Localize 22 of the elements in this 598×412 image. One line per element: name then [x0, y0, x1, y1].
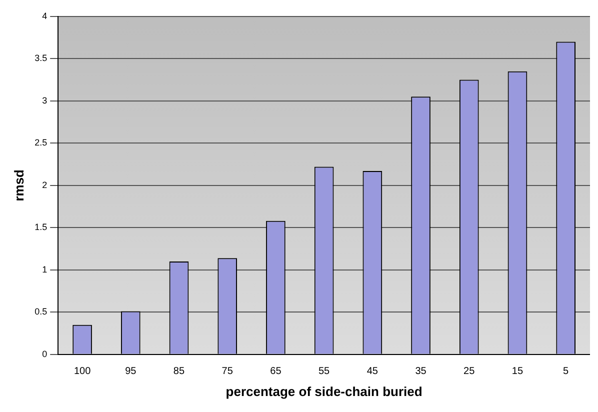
- x-tick-label: 5: [563, 366, 570, 378]
- y-tick-label: 4: [42, 10, 48, 21]
- y-tick-label: 1.5: [34, 222, 48, 232]
- x-axis-title: percentage of side-chain buried: [226, 384, 422, 399]
- y-axis-title: rmsd: [11, 169, 26, 202]
- x-tick-label: 15: [512, 366, 524, 378]
- x-tick-label: 85: [173, 366, 185, 378]
- x-tick-label: 55: [318, 366, 330, 378]
- x-tick-label: 100: [74, 366, 92, 378]
- x-tick-label: 65: [270, 366, 282, 378]
- y-tick-label: 0: [42, 348, 48, 359]
- y-tick-label: 1: [42, 264, 48, 274]
- y-tick-label: 3: [42, 95, 48, 106]
- x-tick-label: 45: [366, 366, 378, 378]
- y-tick-label: 3.5: [34, 53, 48, 64]
- x-tick-label: 25: [464, 366, 476, 378]
- y-tick-label: 0.5: [34, 306, 48, 317]
- x-tick-label: 75: [222, 366, 234, 378]
- x-tick-label: 35: [415, 366, 427, 378]
- x-tick-label: 95: [125, 366, 137, 378]
- y-tick-label: 2.5: [34, 138, 48, 148]
- y-tick-label: 2: [42, 180, 48, 190]
